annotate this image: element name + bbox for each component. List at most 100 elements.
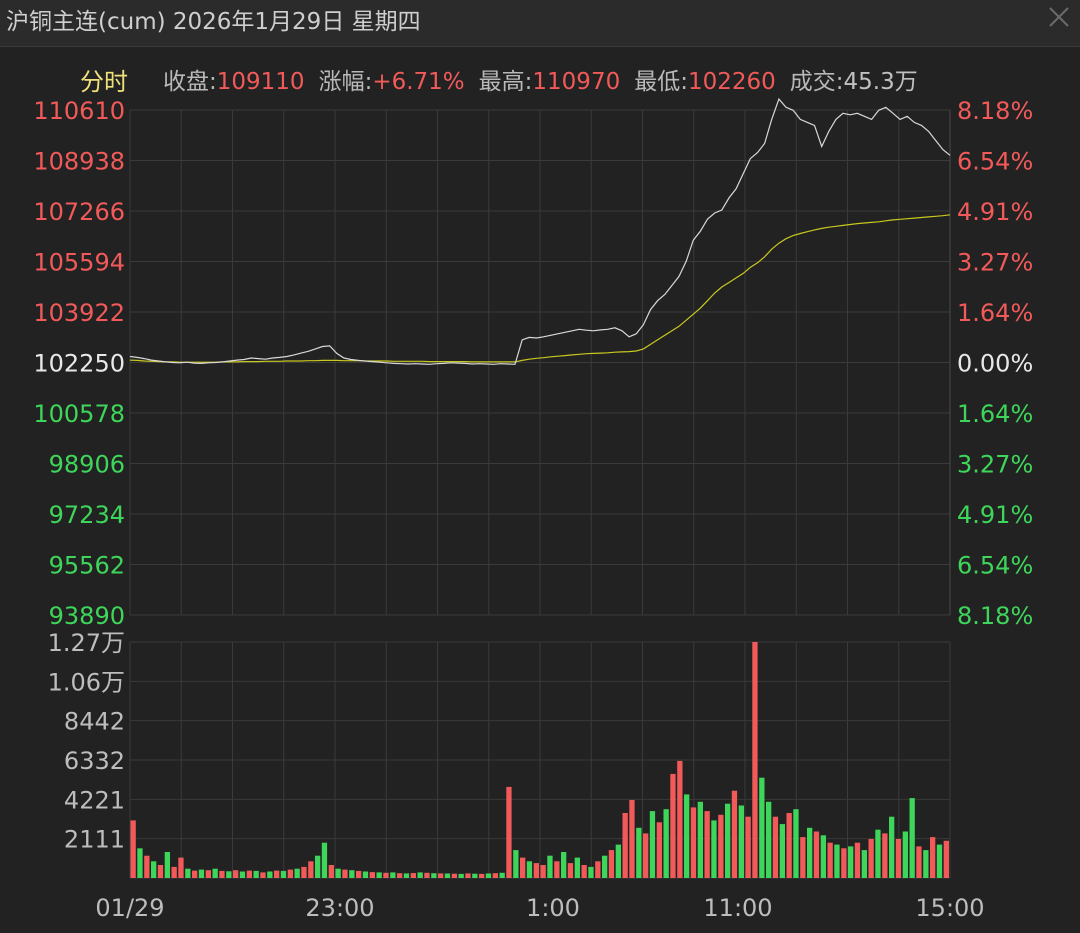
volume-bar	[704, 811, 710, 878]
volume-bar	[472, 873, 478, 878]
price-tick-left: 105594	[33, 249, 125, 277]
price-tick-left: 93890	[49, 602, 125, 630]
volume-bar	[807, 827, 813, 878]
volume-bar	[902, 831, 908, 878]
price-tick-left: 107266	[33, 198, 125, 226]
volume-bar	[615, 844, 621, 878]
volume-bar	[465, 873, 471, 878]
volume-bar	[711, 820, 717, 878]
volume-bar	[800, 837, 806, 878]
volume-bar	[684, 794, 690, 878]
volume-bar	[349, 870, 355, 878]
volume-bar	[438, 873, 444, 878]
volume-bar	[779, 824, 785, 878]
volume-bar	[315, 855, 321, 878]
volume-bar	[602, 855, 608, 878]
volume-bar	[690, 807, 697, 878]
volume-bar	[260, 872, 266, 878]
price-tick-right: 1.64%	[957, 400, 1033, 428]
volume-bar	[820, 835, 826, 878]
price-tick-right: 6.54%	[957, 148, 1033, 176]
volume-bar	[868, 839, 874, 878]
volume-tick: 2111	[64, 826, 125, 854]
volume-bar	[274, 870, 280, 878]
volume-bar	[520, 857, 526, 878]
volume-bar	[526, 861, 533, 878]
volume-bar	[752, 642, 758, 878]
volume-bar	[164, 852, 170, 878]
volume-bar	[636, 827, 642, 878]
volume-bar	[294, 868, 300, 878]
time-tick: 1:00	[526, 894, 580, 922]
volume-bar	[608, 850, 615, 878]
title-bar: 沪铜主连(cum) 2026年1月29日 星期四	[0, 0, 1080, 47]
volume-bar	[827, 842, 833, 878]
volume-bar	[417, 872, 423, 878]
volume-tick: 1.06万	[48, 668, 125, 696]
price-tick-left: 98906	[49, 451, 125, 479]
high-label: 最高:	[478, 69, 533, 95]
time-tick: 15:00	[915, 894, 984, 922]
volume-bar	[506, 786, 512, 878]
price-tick-left: 100578	[33, 400, 125, 428]
volume-tick: 4221	[64, 786, 125, 814]
volume-bar	[205, 870, 211, 878]
average-price-line	[129, 214, 951, 363]
volume-bar	[738, 805, 744, 878]
price-tick-right: 4.91%	[957, 501, 1033, 529]
volume-tick: 8442	[64, 708, 125, 736]
price-tick-left: 102250	[33, 350, 125, 378]
volume-bar	[499, 872, 505, 878]
price-tick-right: 4.91%	[957, 198, 1033, 226]
volume-bar	[356, 870, 362, 878]
price-tick-right: 3.27%	[957, 249, 1033, 277]
price-tick-right: 1.64%	[957, 299, 1033, 327]
volume-bar	[854, 842, 861, 878]
time-tick: 01/29	[95, 894, 164, 922]
volume-bar	[813, 831, 820, 878]
volume-bar	[930, 837, 936, 878]
volume-bar	[212, 868, 218, 878]
volume-bar	[369, 872, 375, 878]
volume-bar	[431, 873, 437, 878]
volume-bar	[301, 866, 307, 878]
volume-bar	[444, 873, 451, 878]
volume-bar	[595, 861, 601, 878]
volume-bar	[157, 865, 164, 878]
volume-bar	[923, 850, 929, 878]
volume-bar	[916, 846, 922, 878]
volume-bar	[731, 790, 738, 878]
price-tick-left: 110610	[33, 97, 125, 125]
volume-bar	[328, 865, 334, 878]
volume-bar	[561, 852, 567, 878]
volume-bar	[554, 861, 560, 878]
volume-bar	[697, 801, 703, 878]
price-tick-left: 108938	[33, 148, 125, 176]
close-icon[interactable]	[1044, 2, 1074, 32]
price-tick-left: 103922	[33, 299, 125, 327]
high-value: 110970	[532, 69, 621, 95]
volume-bar	[656, 822, 662, 878]
volume-bar	[198, 869, 205, 878]
volume-label: 成交:	[789, 69, 844, 95]
price-line	[129, 97, 951, 365]
volume-bar	[936, 844, 943, 878]
volume-bar	[171, 866, 177, 878]
volume-bar	[834, 844, 840, 878]
volume-bar	[943, 840, 949, 878]
volume-bar	[725, 803, 731, 878]
volume-bar	[588, 866, 594, 878]
volume-bar	[895, 839, 902, 878]
volume-bar	[239, 871, 246, 878]
volume-bar	[745, 816, 751, 878]
volume-bar	[280, 870, 287, 878]
volume-bar	[151, 861, 157, 878]
mode-label[interactable]: 分时	[80, 68, 128, 96]
price-tick-right: 8.18%	[957, 602, 1033, 630]
volume-bar	[178, 857, 184, 878]
volume-bar	[403, 873, 410, 878]
volume-bar	[144, 855, 150, 878]
volume-bar	[848, 846, 854, 878]
volume-bar	[513, 850, 519, 878]
